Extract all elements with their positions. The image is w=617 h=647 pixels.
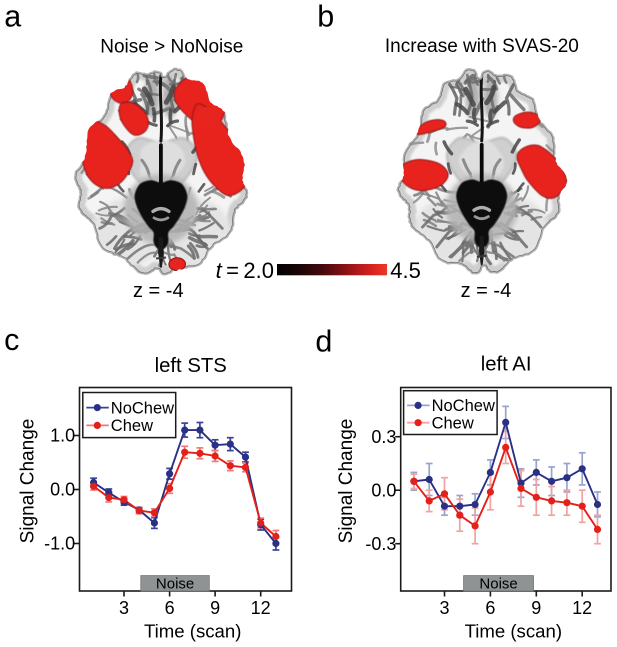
svg-text:left AI: left AI — [481, 354, 532, 376]
svg-text:0.0: 0.0 — [371, 480, 396, 500]
svg-text:NoChew: NoChew — [432, 397, 495, 415]
svg-text:9: 9 — [210, 598, 220, 618]
svg-text:t = 2.0: t = 2.0 — [216, 258, 274, 283]
svg-text:6: 6 — [165, 598, 175, 618]
svg-text:NoChew: NoChew — [111, 399, 174, 417]
svg-text:0.3: 0.3 — [371, 427, 396, 447]
svg-text:-1.0: -1.0 — [44, 534, 75, 554]
svg-text:Noise: Noise — [479, 576, 517, 593]
svg-text:Increase with SVAS-20: Increase with SVAS-20 — [385, 36, 579, 57]
svg-text:c: c — [4, 323, 19, 357]
svg-text:z = -4: z = -4 — [133, 280, 184, 302]
svg-text:-0.3: -0.3 — [365, 534, 396, 554]
svg-text:6: 6 — [485, 598, 495, 618]
svg-text:Noise > NoNoise: Noise > NoNoise — [100, 36, 243, 57]
svg-text:4.5: 4.5 — [390, 258, 421, 283]
svg-text:12: 12 — [251, 598, 271, 618]
svg-text:3: 3 — [119, 598, 129, 618]
svg-text:Time (scan): Time (scan) — [144, 621, 241, 642]
svg-text:a: a — [4, 0, 21, 33]
svg-text:Time (scan): Time (scan) — [465, 621, 562, 642]
svg-text:Chew: Chew — [432, 415, 474, 433]
svg-text:12: 12 — [572, 598, 592, 618]
svg-text:9: 9 — [531, 598, 541, 618]
svg-text:Signal Change: Signal Change — [336, 419, 357, 544]
svg-text:1.0: 1.0 — [50, 426, 75, 446]
svg-text:left STS: left STS — [155, 355, 227, 377]
svg-text:d: d — [315, 325, 332, 359]
svg-text:Chew: Chew — [111, 417, 153, 435]
svg-text:Noise: Noise — [156, 576, 194, 593]
svg-text:Signal Change: Signal Change — [18, 419, 39, 544]
svg-text:3: 3 — [439, 598, 449, 618]
svg-text:b: b — [317, 0, 334, 34]
svg-text:z = -4: z = -4 — [461, 280, 512, 302]
svg-text:0.0: 0.0 — [50, 480, 75, 500]
